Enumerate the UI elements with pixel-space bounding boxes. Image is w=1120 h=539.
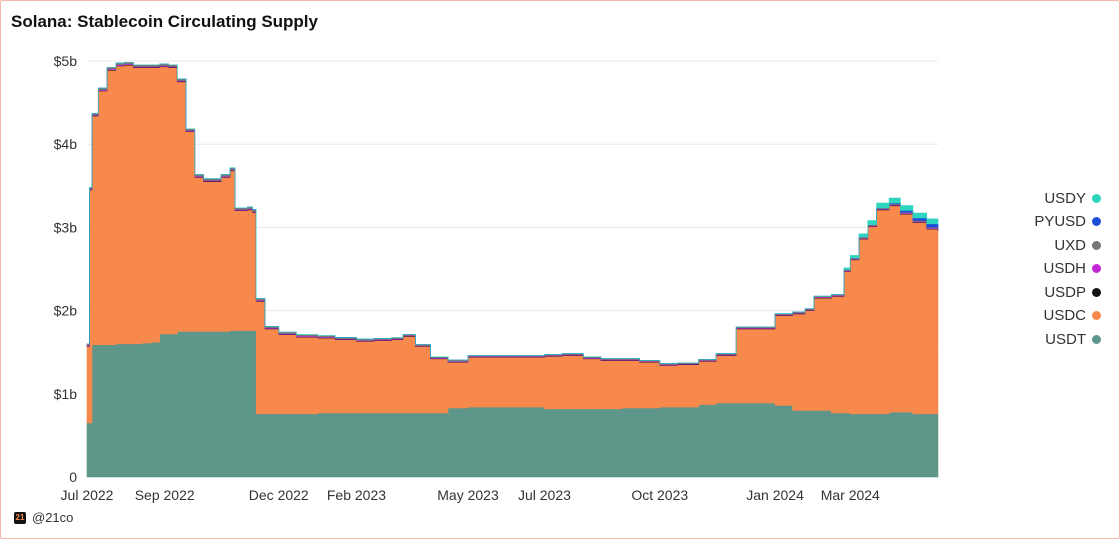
chart-title: Solana: Stablecoin Circulating Supply — [11, 12, 318, 31]
area-layer — [86, 61, 939, 478]
legend-label: UXD — [1054, 236, 1086, 254]
legend-swatch — [1092, 240, 1101, 250]
legend-swatch — [1092, 311, 1101, 320]
x-tick-label: Jul 2022 — [61, 487, 114, 503]
legend-label: USDT — [1045, 330, 1086, 348]
legend-item-usdh[interactable]: USDH — [1043, 258, 1101, 280]
legend-item-usdc[interactable]: USDC — [1043, 305, 1101, 327]
credit-logo: 21 — [14, 511, 26, 524]
legend-swatch — [1092, 217, 1101, 226]
legend-item-usdy[interactable]: USDY — [1044, 187, 1101, 209]
x-tick-label: Jul 2023 — [518, 487, 571, 503]
legend-item-pyusd[interactable]: PYUSD — [1034, 211, 1101, 233]
legend-swatch — [1092, 264, 1101, 273]
legend-label: USDC — [1043, 307, 1086, 324]
legend-label: USDY — [1044, 189, 1086, 207]
x-tick-label: Dec 2022 — [249, 487, 309, 503]
y-tick-label: 0 — [69, 469, 77, 485]
y-tick-label: $3b — [54, 219, 78, 235]
x-tick-label: Sep 2022 — [135, 487, 195, 503]
x-tick-label: Mar 2024 — [821, 487, 880, 503]
y-tick-label: $1b — [54, 386, 78, 402]
legend-swatch — [1092, 287, 1101, 297]
y-tick-label: $2b — [54, 303, 78, 319]
x-tick-label: Feb 2023 — [327, 487, 386, 503]
legend-swatch — [1092, 193, 1101, 203]
axis-layer: 0 $1b $2b $3b $4b $5b Jul 2022 Sep 2022 Dec 2022… — [54, 53, 880, 503]
area-series-usdy — [87, 61, 939, 364]
legend-label: USDP — [1044, 283, 1086, 301]
x-tick-label: Jan 2024 — [746, 487, 804, 503]
credit-handle: @21co — [32, 510, 74, 525]
legend-label: USDH — [1043, 260, 1086, 277]
credit: 21 @21co — [14, 510, 73, 525]
legend-item-usdt[interactable]: USDT — [1045, 328, 1101, 350]
legend-item-usdp[interactable]: USDP — [1044, 281, 1101, 303]
legend-item-uxd[interactable]: UXD — [1054, 234, 1101, 256]
x-tick-label: Oct 2023 — [631, 487, 688, 503]
y-tick-label: $5b — [54, 53, 78, 69]
legend-swatch — [1092, 334, 1101, 344]
x-tick-label: May 2023 — [437, 487, 499, 503]
legend-label: PYUSD — [1034, 213, 1086, 230]
y-tick-label: $4b — [54, 136, 78, 152]
